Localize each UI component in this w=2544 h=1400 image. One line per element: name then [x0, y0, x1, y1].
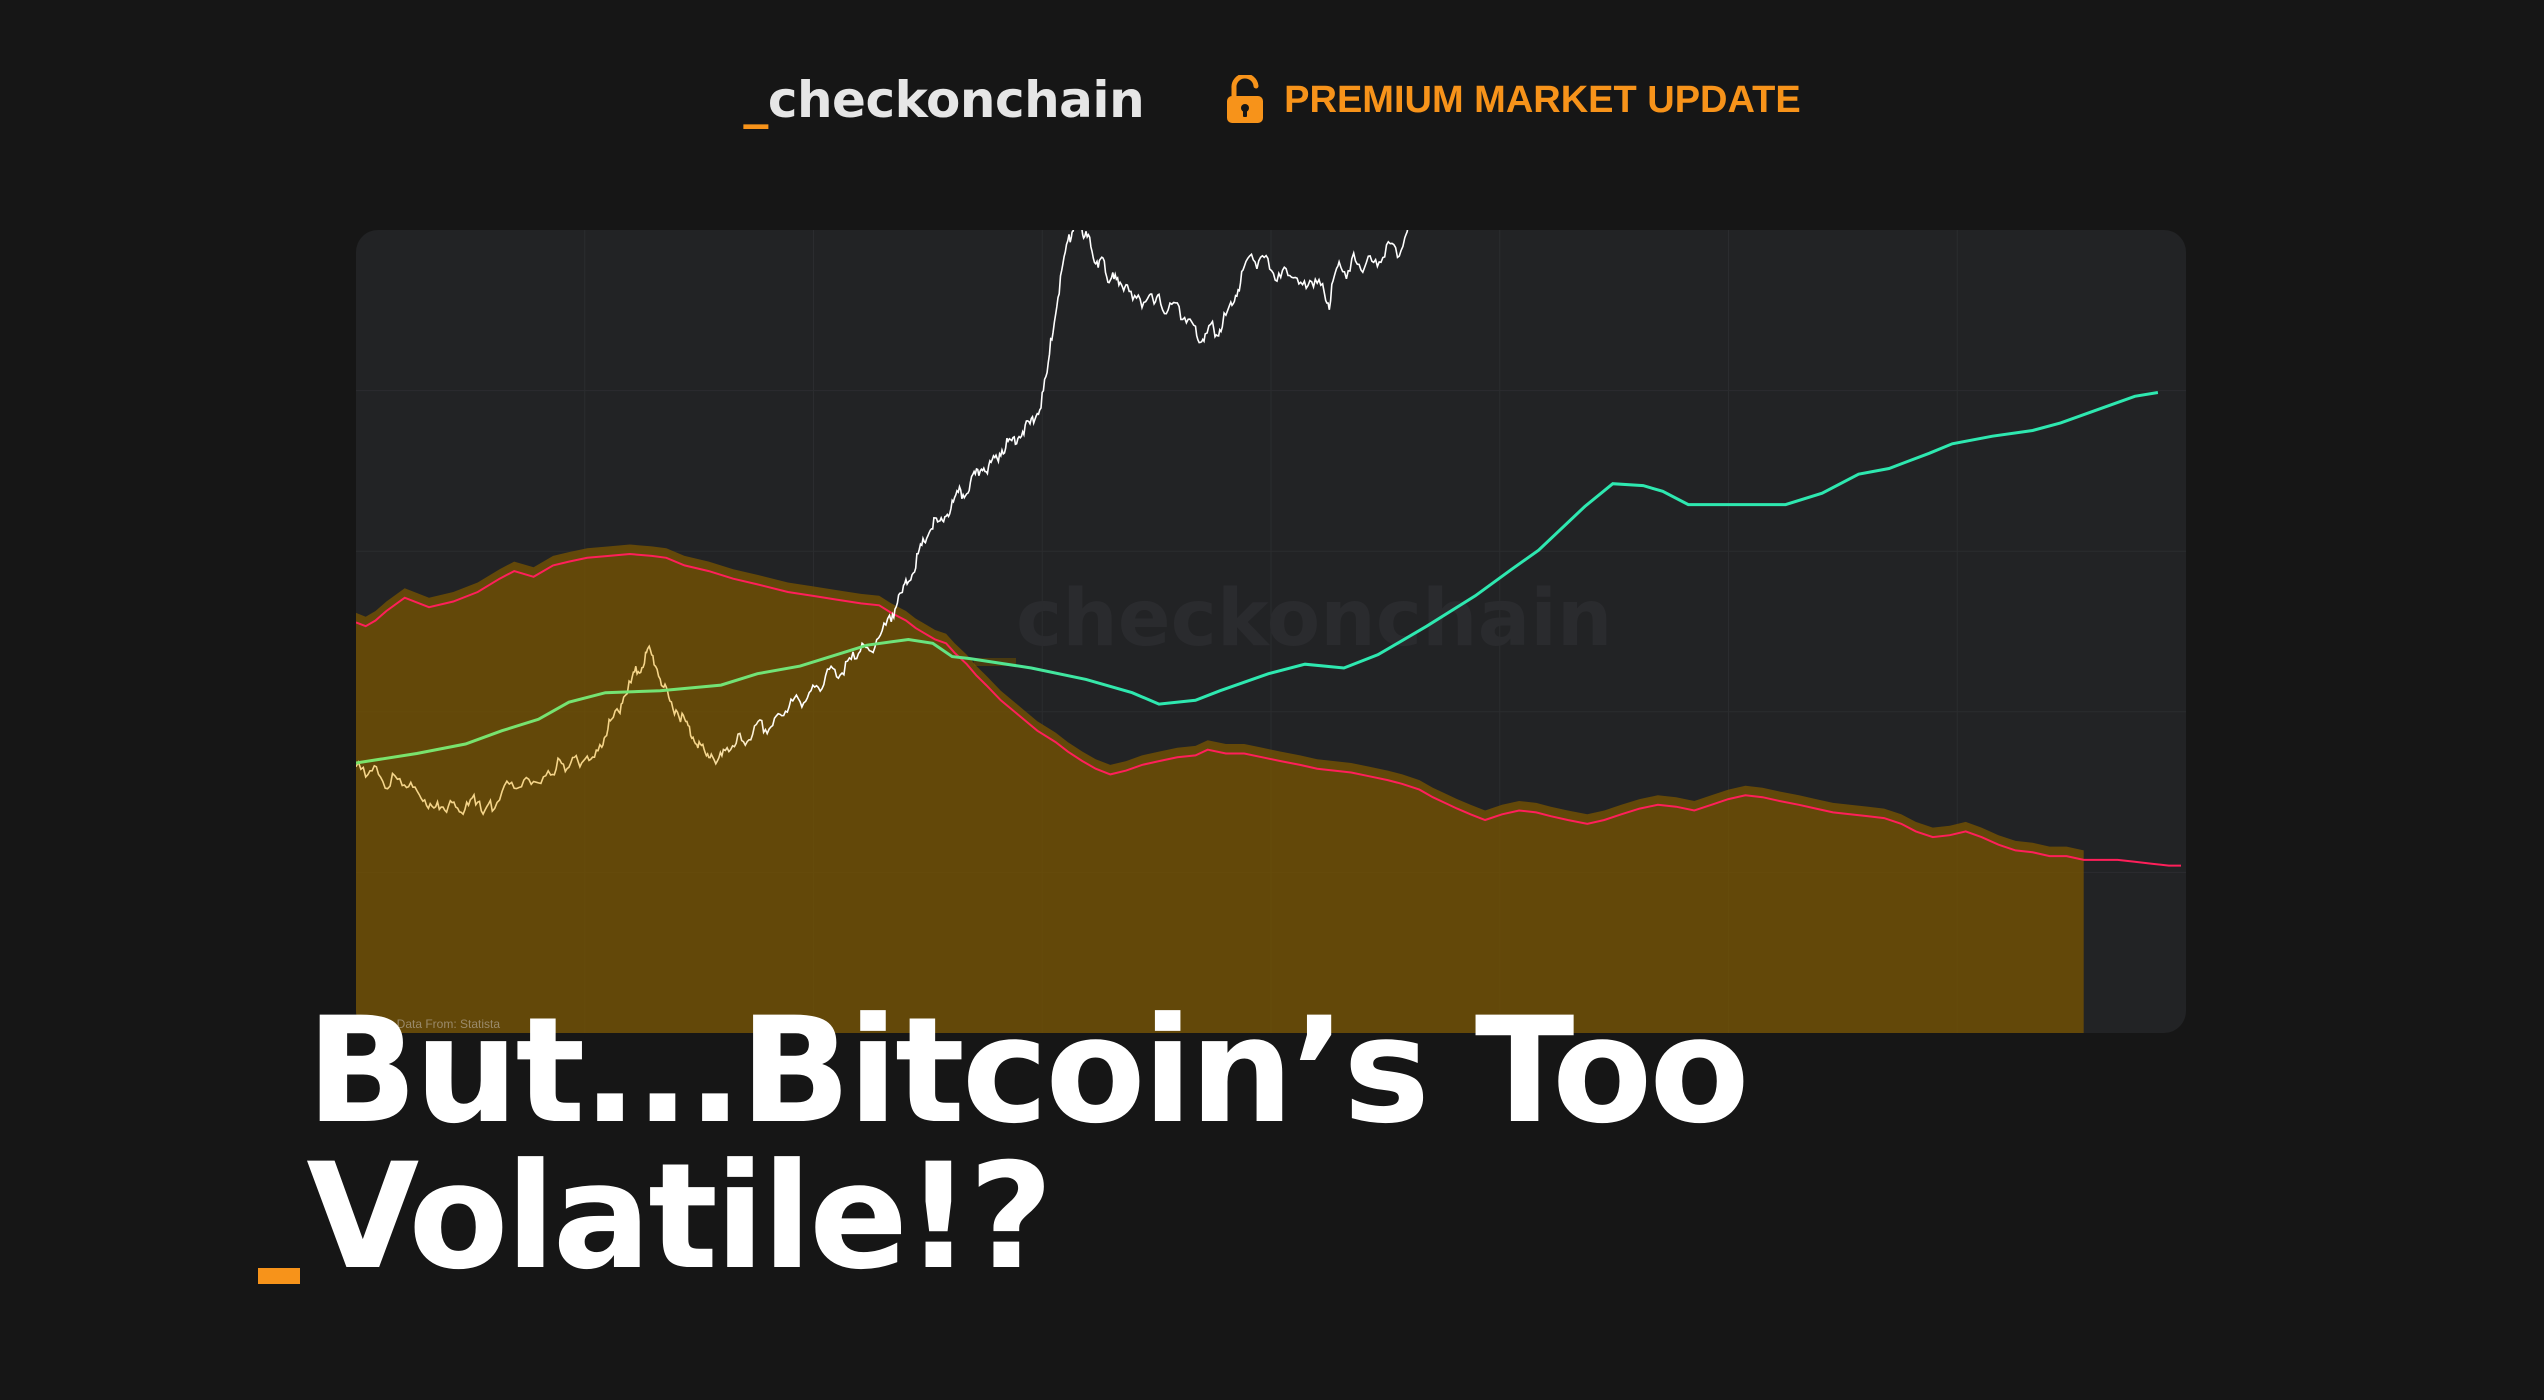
- headline-underscore: [258, 1268, 301, 1284]
- headline-text: But...Bitcoin’s Too Volatile!?: [306, 986, 1749, 1302]
- volatility-price-chart: checkonchain Price Data From: Statista: [356, 230, 2186, 1033]
- volatility-line: [356, 552, 2181, 867]
- moving-average-line: [356, 391, 2159, 765]
- price-line: [356, 230, 1409, 816]
- brand-logo[interactable]: _ checkonchain: [743, 71, 1144, 129]
- premium-badge-label: PREMIUM MARKET UPDATE: [1284, 78, 1801, 121]
- volatility-area: [356, 544, 2084, 1033]
- chart-source-note: Price Data From: Statista: [366, 1017, 500, 1031]
- watermark-text: checkonchain: [1016, 574, 1612, 664]
- brand-underscore: _: [743, 71, 768, 129]
- chart-card: checkonchain Price Data From: Statista: [356, 230, 2186, 1033]
- chart-watermark: checkonchain: [974, 574, 1612, 666]
- premium-badge: PREMIUM MARKET UPDATE: [1224, 75, 1801, 125]
- header: _ checkonchain PREMIUM MARKET UPDATE: [0, 60, 2544, 140]
- headline: But...Bitcoin’s Too Volatile!?: [258, 998, 2358, 1290]
- brand-name: checkonchain: [767, 71, 1145, 129]
- unlocked-padlock-icon: [1227, 75, 1264, 123]
